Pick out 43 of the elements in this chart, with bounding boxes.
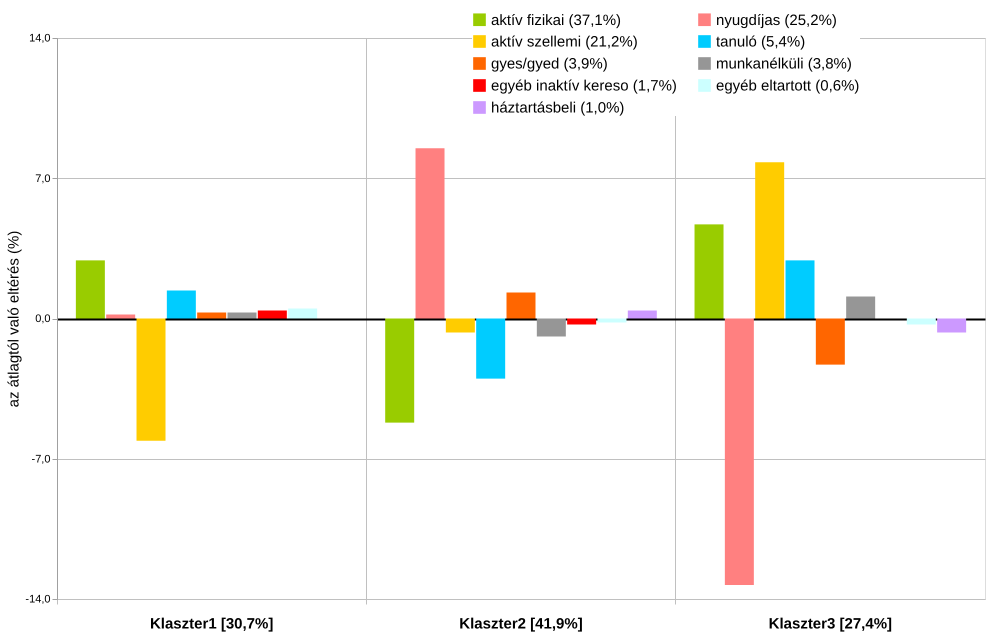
- bar: [597, 318, 626, 323]
- bar: [416, 148, 445, 318]
- bar: [166, 290, 196, 318]
- x-tick-label: Klaszter1 [30,7%]: [150, 616, 274, 632]
- legend-label: aktív fizikai (37,1%): [491, 12, 622, 29]
- legend-label: nyugdíjas (25,2%): [716, 12, 837, 29]
- legend-label: egyéb inaktív kereso (1,7%): [491, 78, 677, 94]
- legend-label: gyes/gyed (3,9%): [491, 56, 608, 72]
- legend-label: aktív szellemi (21,2%): [491, 34, 638, 50]
- bar: [906, 318, 936, 325]
- bar: [197, 312, 226, 318]
- y-axis-title: az átlagtól való eltérés (%): [5, 230, 22, 408]
- bar: [506, 292, 536, 318]
- y-tick-label: 0,0: [35, 313, 50, 325]
- bar: [385, 318, 414, 423]
- bar: [76, 260, 105, 318]
- bar: [476, 318, 506, 379]
- bar: [694, 224, 724, 318]
- bar: [846, 296, 876, 318]
- bar: [786, 260, 815, 318]
- bar: [446, 318, 475, 333]
- y-tick-label: -14,0: [25, 594, 50, 606]
- bar: [816, 318, 845, 365]
- bar: [258, 310, 287, 318]
- bar: [937, 318, 966, 333]
- y-tick-label: 7,0: [35, 172, 50, 185]
- legend-label: egyéb eltartott (0,6%): [716, 78, 860, 94]
- x-tick-label: Klaszter2 [41,9%]: [459, 616, 583, 632]
- bar: [536, 318, 566, 337]
- bar: [136, 318, 166, 441]
- legend-label: háztartásbeli (1,0%): [491, 100, 624, 116]
- legend-label: tanuló (5,4%): [716, 34, 806, 50]
- bar: [628, 310, 657, 318]
- bar: [227, 312, 256, 318]
- legend-label: munkanélküli (3,8%): [716, 56, 852, 72]
- bar: [755, 162, 784, 318]
- bar: [724, 318, 754, 585]
- y-tick-label: 14,0: [29, 32, 50, 44]
- x-tick-label: Klaszter3 [27,4%]: [768, 616, 892, 632]
- bar: [106, 314, 136, 318]
- y-tick-label: -7,0: [32, 453, 50, 466]
- bar: [567, 318, 596, 325]
- bar: [288, 308, 318, 318]
